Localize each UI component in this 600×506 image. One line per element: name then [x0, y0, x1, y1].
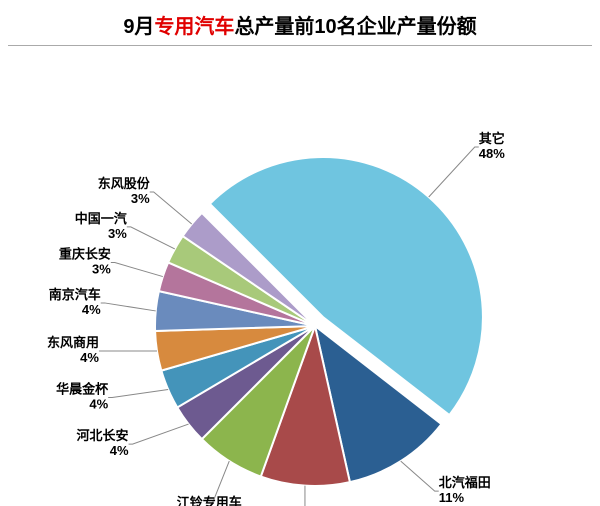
slice-label: 中国一汽3% [75, 211, 127, 241]
title-suffix: 总产量前10名企业产量份额 [234, 16, 476, 38]
pie-chart: 其它48%北汽福田11%江铃专用车7%安徽江淮9%河北长安4%华晨金杯4%东风商… [0, 46, 600, 506]
slice-label: 河北长安4% [77, 428, 129, 458]
slice-label: 其它48% [479, 131, 505, 161]
title-prefix: 9月 [123, 16, 154, 38]
slice-label: 重庆长安3% [59, 247, 111, 277]
leader-line [401, 461, 439, 491]
title-highlight: 专用汽车 [154, 16, 234, 38]
slice-label: 华晨金杯4% [56, 382, 109, 412]
leader-line [429, 147, 479, 197]
leader-line [108, 390, 168, 398]
leader-line [150, 192, 192, 224]
chart-title: 9月专用汽车总产量前10名企业产量份额 [8, 0, 592, 46]
leader-line [127, 227, 175, 249]
slice-label: 南京汽车4% [49, 287, 101, 317]
leader-line [101, 303, 156, 311]
slice-label: 东风股份3% [98, 176, 151, 206]
leader-line [111, 263, 163, 277]
chart-container: 9月专用汽车总产量前10名企业产量份额 其它48%北汽福田11%江铃专用车7%安… [0, 0, 600, 501]
slice-label: 东风商用4% [47, 335, 99, 365]
leader-line [129, 424, 189, 444]
